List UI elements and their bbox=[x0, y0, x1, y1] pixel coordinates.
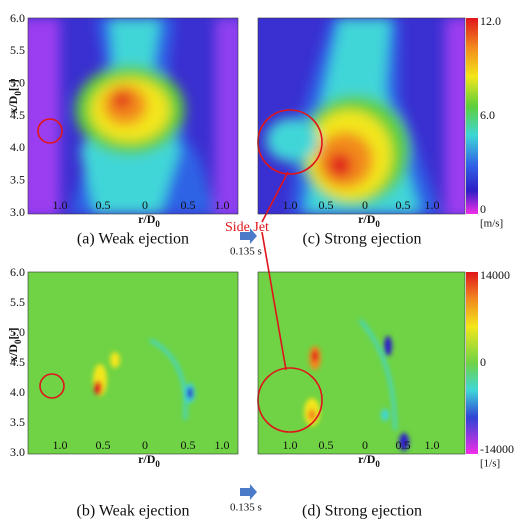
x-tick-label: 1.0 bbox=[53, 198, 68, 212]
y-tick-label: 3.0 bbox=[10, 205, 25, 219]
panel-frame bbox=[27, 271, 239, 455]
x-tick-label: 1.0 bbox=[283, 438, 298, 452]
colorbar-tick-label: -14000 bbox=[480, 442, 514, 456]
y-tick-label: 5.5 bbox=[10, 43, 25, 57]
panel-frame bbox=[257, 17, 466, 215]
axis-label: r/D0 bbox=[138, 452, 160, 469]
y-tick-label: 4.5 bbox=[10, 108, 25, 122]
y-tick-label: 6.0 bbox=[10, 11, 25, 25]
x-tick-label: 0.5 bbox=[319, 438, 334, 452]
contour-d bbox=[258, 272, 465, 454]
y-tick-label: 5.0 bbox=[10, 325, 25, 339]
axis-label: r/D0 bbox=[358, 212, 380, 229]
x-tick-label: 0 bbox=[142, 198, 148, 212]
axis-label-main: r/D bbox=[138, 212, 156, 226]
x-tick-label: 1.0 bbox=[53, 438, 68, 452]
caption: (d) Strong ejection bbox=[302, 503, 422, 520]
x-tick-label: 1.0 bbox=[215, 438, 230, 452]
x-tick-label: 0.5 bbox=[96, 438, 111, 452]
contour-b bbox=[28, 272, 238, 454]
axis-label: x/D0[-] bbox=[6, 79, 23, 114]
colorbar-tick-label: 12.0 bbox=[480, 14, 501, 28]
y-tick-label: 4.0 bbox=[10, 385, 25, 399]
panel-frame bbox=[257, 271, 466, 455]
colorbar-tick-label: 0 bbox=[480, 202, 486, 216]
x-tick-label: 0.5 bbox=[319, 198, 334, 212]
axis-label-unit: [-] bbox=[6, 328, 20, 340]
panel-frame bbox=[27, 17, 239, 215]
colorbar-unit: [1/s] bbox=[480, 458, 500, 470]
x-tick-label: 0.5 bbox=[396, 198, 411, 212]
axis-label-sub: 0 bbox=[375, 459, 380, 469]
y-tick-label: 3.5 bbox=[10, 172, 25, 186]
highlights bbox=[37, 109, 323, 433]
y-tick-label: 3.0 bbox=[10, 445, 25, 459]
x-tick-label: 1.0 bbox=[425, 198, 440, 212]
contour-a bbox=[28, 18, 238, 214]
x-tick-label: 1.0 bbox=[425, 438, 440, 452]
caption: (c) Strong ejection bbox=[302, 231, 421, 248]
contour-c bbox=[258, 18, 465, 214]
time-arrows bbox=[240, 228, 257, 500]
axis-label: r/D0 bbox=[138, 212, 160, 229]
y-tick-label: 6.0 bbox=[10, 265, 25, 279]
x-tick-label: 0 bbox=[362, 438, 368, 452]
axis-label-sub: 0 bbox=[13, 339, 23, 344]
y-tick-label: 5.0 bbox=[10, 75, 25, 89]
x-tick-label: 0.5 bbox=[181, 438, 196, 452]
time-label: 0.135 s bbox=[230, 246, 262, 258]
x-tick-label: 1.0 bbox=[283, 198, 298, 212]
axis-label-main: x/D bbox=[6, 95, 20, 113]
y-tick-label: 4.0 bbox=[10, 140, 25, 154]
x-tick-label: 0.5 bbox=[181, 198, 196, 212]
side-jet-label: Side Jet bbox=[225, 220, 269, 235]
axis-label-main: r/D bbox=[138, 452, 156, 466]
caption: (b) Weak ejection bbox=[76, 503, 189, 520]
axis-label: r/D0 bbox=[358, 452, 380, 469]
axis-label-unit: [-] bbox=[6, 79, 20, 91]
colorbar-tick-label: 6.0 bbox=[480, 108, 495, 122]
colorbar-tick-label: 0 bbox=[480, 355, 486, 369]
x-tick-label: 0 bbox=[142, 438, 148, 452]
axis-label-main: x/D bbox=[6, 344, 20, 362]
axis-label: x/D0[-] bbox=[6, 328, 23, 363]
axis-label-sub: 0 bbox=[155, 459, 160, 469]
axis-label-sub: 0 bbox=[155, 219, 160, 229]
caption: (a) Weak ejection bbox=[77, 231, 189, 248]
y-tick-label: 3.5 bbox=[10, 415, 25, 429]
colorbar-tick-label: 14000 bbox=[480, 268, 510, 282]
colorbar-velocity bbox=[466, 18, 478, 214]
axis-label-sub: 0 bbox=[375, 219, 380, 229]
colorbar-unit: [m/s] bbox=[480, 218, 503, 230]
x-tick-label: 0.5 bbox=[396, 438, 411, 452]
x-tick-label: 1.0 bbox=[215, 198, 230, 212]
axis-label-main: r/D bbox=[358, 212, 376, 226]
y-tick-label: 5.5 bbox=[10, 295, 25, 309]
y-tick-label: 4.5 bbox=[10, 355, 25, 369]
axis-label-sub: 0 bbox=[13, 91, 23, 96]
axis-label-main: r/D bbox=[358, 452, 376, 466]
colorbar-vorticity bbox=[466, 272, 478, 454]
x-tick-label: 0.5 bbox=[96, 198, 111, 212]
x-tick-label: 0 bbox=[362, 198, 368, 212]
time-label: 0.135 s bbox=[230, 502, 262, 514]
